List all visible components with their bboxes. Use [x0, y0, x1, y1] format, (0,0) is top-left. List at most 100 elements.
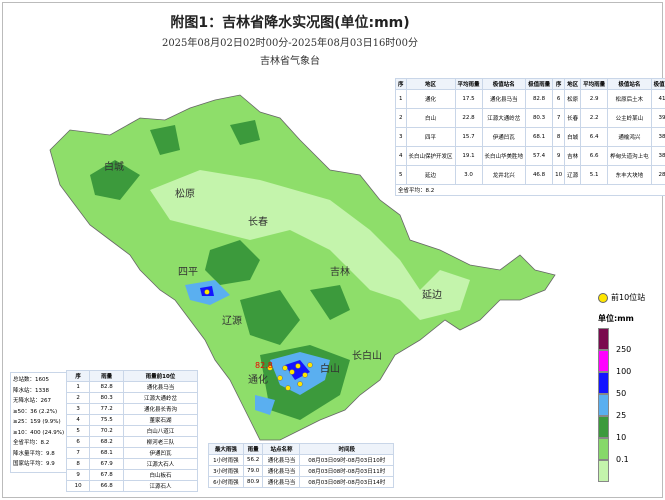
table-cell: 57.4 — [525, 146, 554, 166]
table-cell: 通化县马当 — [262, 454, 301, 466]
table-row: 2 80.3 江源大通岭岔 — [65, 392, 199, 404]
table-cell: 1 — [65, 381, 91, 393]
top-station — [307, 362, 313, 368]
table-cell: 75.5 — [89, 414, 124, 426]
table-cell: 66.8 — [89, 480, 124, 492]
legend-swatch — [598, 438, 609, 460]
table-header: 最大雨强 雨量 站点名称 时间段 — [208, 443, 394, 455]
top10-table: 序雨量 雨量前10位 1 82.8 通化县马当 2 80.3 江源大通岭岔 3 77.2 通化县长青… — [65, 370, 199, 492]
table-cell: 四平 — [405, 127, 456, 147]
legend-level: 0.1 — [616, 455, 629, 464]
table-row: 4长白山保护开发区19.1长白山华美胜地57.49吉林6.6桦甸头道沟上屯38.… — [395, 146, 665, 166]
city-label: 辽源 — [222, 314, 242, 327]
subtitle: 2025年08月02日02时00分-2025年08月03日16时00分 — [161, 38, 419, 49]
legend-dot — [598, 292, 608, 303]
table-cell: 9 — [65, 469, 91, 481]
table-cell: 江源石人 — [122, 480, 199, 492]
table-cell: 3.0 — [454, 165, 483, 185]
legend: 前10位站 单位:mm 250 100 50 25 10 0.1 — [598, 292, 658, 482]
table-cell: 通化县马当 — [122, 381, 199, 393]
stat-line: 降水量平均：9.8 — [13, 450, 55, 457]
table-cell: 6 — [552, 89, 566, 109]
stats-box: 总站数：1605 降水站：1338 无降水站：267 ≥50：36 (2.2%) ≥25… — [10, 372, 74, 473]
table-cell: 白山八道江 — [122, 425, 199, 437]
table-cell: 4 — [395, 146, 407, 166]
table-cell: 通化县长青沟 — [122, 403, 199, 415]
table-cell: 东丰大块地 — [607, 165, 652, 185]
intensity-table: 最大雨强 雨量 站点名称 时间段 1小时雨强 56.2 通化县马当 08月03日09时-08月… — [208, 443, 394, 488]
table-cell: 龙井北兴 — [481, 165, 527, 185]
table-cell: 56.2 — [242, 454, 264, 466]
table-cell: 1 — [395, 89, 407, 109]
legend-level: 10 — [616, 433, 627, 442]
table-cell: 柳河老三队 — [122, 436, 199, 448]
legend-swatch — [598, 372, 609, 394]
table-cell: 77.2 — [89, 403, 124, 415]
top-station — [277, 375, 283, 381]
header-cell: 序 — [65, 370, 91, 382]
light-area — [150, 170, 470, 320]
table-cell: 江源大石人 — [122, 458, 199, 470]
table-cell: 6小时雨强 — [208, 476, 244, 488]
table-header: 序雨量 雨量前10位 — [65, 370, 199, 382]
header-cell: 雨量 — [89, 370, 124, 382]
table-cell: 15.7 — [454, 127, 483, 147]
legend-unit: 单位:mm — [598, 314, 634, 323]
table-cell: 长白山华美胜地 — [481, 146, 527, 166]
table-cell: 通化 — [405, 89, 456, 109]
table-row: 7 68.1 伊通凹瓦 — [65, 447, 199, 459]
top-station — [297, 381, 303, 387]
top-station — [267, 365, 273, 371]
header-cell: 最大雨强 — [208, 443, 244, 455]
city-label: 通化 — [248, 373, 268, 386]
stat-line: ≥25：159 (9.9%) — [13, 419, 61, 425]
heavy-area — [200, 286, 310, 380]
table-cell: 08月03日09时-08月03日10时 — [299, 454, 394, 466]
table-cell: 伊通凹瓦 — [481, 127, 527, 147]
table-cell: 通化县马当 — [262, 476, 301, 488]
table-cell: 38.4 — [650, 146, 665, 166]
table-cell: 39.8 — [650, 108, 665, 128]
stat-line: 无降水站：267 — [13, 398, 51, 404]
table-cell: 7 — [65, 447, 91, 459]
agency: 吉林省气象台 — [260, 56, 320, 67]
table-cell: 19.1 — [454, 146, 483, 166]
table-cell: 2 — [65, 392, 91, 404]
title: 附图1：吉林省降水实况图(单位:mm) — [170, 15, 410, 31]
legend-swatch — [598, 460, 609, 482]
legend-swatch — [598, 394, 609, 416]
table-cell: 08月03日08时-08月03日11时 — [299, 465, 394, 477]
table-cell: 41.8 — [650, 89, 665, 109]
header-cell: 地区 — [405, 78, 456, 90]
table-cell: 5 — [65, 425, 91, 437]
table-cell: 9 — [552, 146, 566, 166]
region-table: 序地区平均雨量极值站名极值雨量序地区平均雨量极值站名极值雨量1通化17.5通化县… — [395, 78, 665, 196]
top-station — [204, 289, 210, 295]
table-cell: 68.2 — [89, 436, 124, 448]
header-cell: 极值雨量 — [650, 78, 665, 90]
legend-level: 100 — [616, 367, 632, 376]
table-cell: 6.4 — [580, 127, 609, 147]
table-cell: 67.9 — [89, 458, 124, 470]
legend-level: 50 — [616, 389, 627, 398]
legend-top10: 前10位站 — [598, 292, 658, 303]
table-row: 3小时雨强 79.0 通化县马当 08月03日08时-08月03日11时 — [208, 465, 394, 477]
table-row: 3 77.2 通化县长青沟 — [65, 403, 199, 415]
top-station — [289, 369, 295, 375]
table-cell: 70.2 — [89, 425, 124, 437]
legend-level: 25 — [616, 411, 627, 420]
table-footer: 全省平均：8.2 — [395, 184, 665, 196]
city-label: 延边 — [422, 289, 442, 301]
table-cell: 长白山保护开发区 — [405, 146, 456, 166]
table-cell: 白山板石 — [122, 469, 199, 481]
blue-area — [185, 280, 330, 415]
table-cell: 通化县马当 — [262, 465, 301, 477]
table-row: 10 66.8 江源石人 — [65, 480, 199, 492]
table-row: 1 82.8 通化县马当 — [65, 381, 199, 393]
table-header: 序地区平均雨量极值站名极值雨量序地区平均雨量极值站名极值雨量 — [395, 78, 665, 90]
city-label: 松原 — [175, 187, 195, 200]
table-cell: 通化县马当 — [481, 89, 527, 109]
header-cell: 地区 — [564, 78, 582, 90]
